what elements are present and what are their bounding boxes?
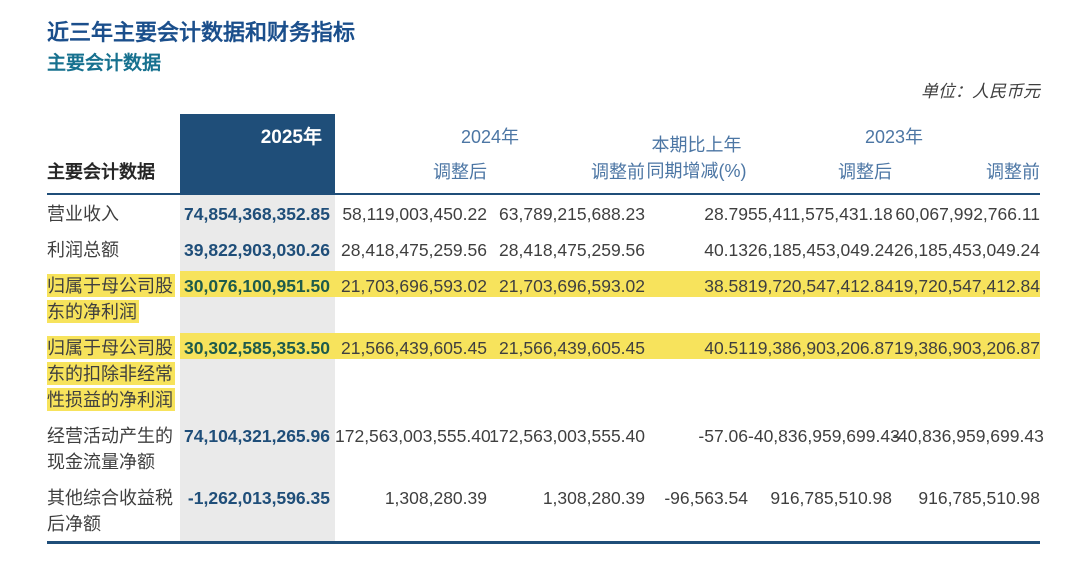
row-label: 归属于母公司股东的净利润: [47, 274, 175, 323]
cell-yoy-change: -96,563.54: [664, 488, 749, 508]
row-label: 营业收入: [47, 204, 119, 224]
cell-2025: -1,262,013,596.35: [180, 479, 335, 543]
cell-2024-after: 1,308,280.39: [384, 488, 487, 508]
row-label: 经营活动产生的现金流量净额: [47, 426, 173, 472]
table-row-net-profit-attributable: 归属于母公司股东的净利润 30,076,100,951.50 21,703,69…: [47, 267, 1041, 329]
header-2023-adjusted-after: 调整后: [838, 162, 893, 182]
cell-yoy-change: 40.51: [645, 329, 749, 417]
cell-2024-before: 172,563,003,555.40: [489, 426, 646, 446]
accounting-data-table: 主要会计数据 2025年 2024年 本期比上年 同期增减(%) 2023年 调…: [47, 114, 1044, 544]
cell-2024-after: 58,119,003,450.22: [342, 204, 487, 224]
header-year-2023: 2023年: [865, 127, 924, 147]
table-row-revenue: 营业收入 74,854,368,352.85 58,119,003,450.22…: [47, 194, 1040, 231]
cell-2025: 74,104,321,265.96: [180, 417, 335, 479]
header-yoy-change-line2: 同期增减(%): [646, 161, 747, 181]
cell-2023-after: 55,411,575,431.18: [748, 204, 893, 224]
header-year-2024: 2024年: [460, 127, 520, 147]
page-title: 近三年主要会计数据和财务指标: [47, 20, 356, 45]
table-row-operating-cash-flow: 经营活动产生的现金流量净额 74,104,321,265.96 172,563,…: [47, 417, 1044, 479]
cell-2023-after: 916,785,510.98: [770, 488, 893, 508]
cell-yoy-change: 28.79: [704, 204, 749, 224]
row-label: 归属于母公司股东的扣除非经常性损益的净利润: [47, 336, 175, 411]
cell-2024-before: 28,418,475,259.56: [499, 240, 646, 260]
table-row-other-comprehensive-income: 其他综合收益税后净额 -1,262,013,596.35 1,308,280.3…: [47, 479, 1040, 543]
cell-2024-before: 21,566,439,605.45: [487, 329, 646, 417]
cell-2024-before: 63,789,215,688.23: [499, 204, 646, 224]
cell-2023-after: -40,836,959,699.43: [748, 426, 900, 446]
cell-2023-after: 19,720,547,412.84: [748, 267, 894, 329]
cell-2024-before: 21,703,696,593.02: [487, 267, 646, 329]
cell-2023-before: 19,386,903,206.87: [892, 329, 1041, 417]
table-row-total-profit: 利润总额 39,822,903,030.26 28,418,475,259.56…: [47, 231, 1040, 267]
row-label: 其他综合收益税后净额: [47, 488, 173, 534]
currency-unit-note: 单位：人民币元: [921, 82, 1040, 101]
cell-2023-before: 916,785,510.98: [918, 488, 1041, 508]
header-year-2025: 2025年: [180, 114, 335, 194]
header-yoy-change: 本期比上年 同期增减(%): [645, 114, 748, 194]
table-header: 主要会计数据 2025年 2024年 本期比上年 同期增减(%) 2023年 调…: [47, 114, 1041, 194]
header-2024-adjusted-after: 调整后: [433, 162, 487, 182]
cell-yoy-change: 38.58: [645, 267, 749, 329]
header-2024-adjusted-before: 调整前: [591, 162, 646, 182]
cell-2024-after: 28,418,475,259.56: [341, 240, 487, 260]
section-subtitle: 主要会计数据: [47, 53, 162, 74]
cell-yoy-change: 40.13: [704, 240, 749, 260]
cell-2024-after: 21,703,696,593.02: [335, 267, 487, 329]
cell-yoy-change: -57.06: [698, 426, 749, 446]
cell-2025: 39,822,903,030.26: [180, 231, 335, 267]
cell-2024-after: 172,563,003,555.40: [335, 426, 491, 446]
cell-2025: 30,302,585,353.50: [180, 329, 335, 417]
cell-2023-before: -40,836,959,699.43: [892, 426, 1044, 446]
header-label-column: 主要会计数据: [47, 162, 155, 182]
cell-2023-after: 26,185,453,049.24: [748, 240, 894, 260]
cell-2024-after: 21,566,439,605.45: [335, 329, 487, 417]
cell-2025: 74,854,368,352.85: [180, 194, 335, 231]
cell-2024-before: 1,308,280.39: [542, 488, 646, 508]
row-label: 利润总额: [47, 240, 119, 260]
cell-2023-before: 60,067,992,766.11: [895, 204, 1041, 224]
cell-2025: 30,076,100,951.50: [180, 267, 335, 329]
header-yoy-change-line1: 本期比上年: [651, 135, 742, 155]
cell-2023-before: 19,720,547,412.84: [892, 267, 1041, 329]
cell-2023-after: 19,386,903,206.87: [748, 329, 894, 417]
header-2023-adjusted-before: 调整前: [986, 162, 1041, 182]
cell-2023-before: 26,185,453,049.24: [894, 240, 1041, 260]
table-row-net-profit-excl-nonrecurring: 归属于母公司股东的扣除非经常性损益的净利润 30,302,585,353.50 …: [47, 329, 1041, 417]
table-body: 营业收入 74,854,368,352.85 58,119,003,450.22…: [47, 194, 1044, 543]
report-page: 近三年主要会计数据和财务指标 主要会计数据 单位：人民币元 主要会计数据 202…: [47, 20, 1044, 544]
